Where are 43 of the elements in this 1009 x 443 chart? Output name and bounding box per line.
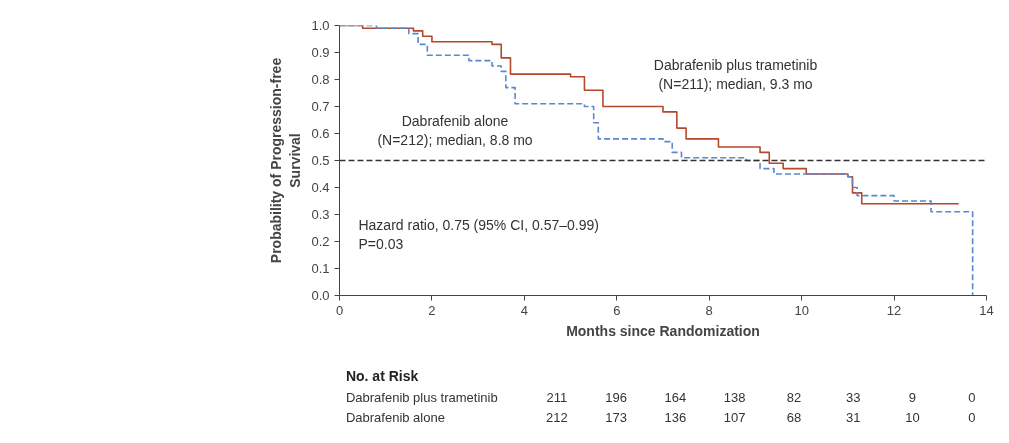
text: 82 [786,390,802,406]
y-axis-title: Probability of Progression-free Survival [268,57,304,264]
x-tick-label: 0 [335,302,344,318]
text: 33 [845,390,861,406]
y-tick-label: 0.1 [311,261,330,276]
text: 164 [664,390,687,406]
series-label: Dabrafenib alone (N=212); median, 8.8 mo [377,113,533,149]
text: 0 [968,390,976,406]
x-tick-label: 14 [979,302,994,318]
series-label: Dabrafenib plus trametinib (N=211); median, 9.3 mo [653,56,818,92]
text: 211 [546,390,568,406]
y-tick-label: 0.5 [311,153,330,168]
y-tick-label: 0.3 [311,207,330,222]
x-tick-label: 6 [613,302,621,318]
x-tick-label: 4 [520,302,528,318]
y-tick-label: 0.9 [311,45,330,60]
text: 173 [605,410,627,426]
text: 0 [968,410,976,426]
y-tick-label: 0.4 [311,180,330,195]
y-tick-label: 0.7 [311,99,330,114]
y-tick-label: 0.2 [311,234,330,249]
text: 196 [605,390,627,406]
x-tick-label: 12 [886,302,902,318]
text: 136 [664,410,687,426]
text: 107 [723,410,746,426]
text: 10 [905,410,920,426]
x-tick-label: 10 [794,302,809,318]
y-tick-label: 1.0 [311,18,330,33]
text: Dabrafenib plus trametinib [345,390,498,406]
text: 212 [546,410,568,426]
x-axis-title: Months since Randomization [566,322,760,339]
y-tick-label: 0.6 [311,126,330,141]
text: 9 [908,390,917,406]
text: No. at Risk [345,368,419,385]
text: Dabrafenib alone [345,410,445,426]
annotation: Hazard ratio, 0.75 (95% CI, 0.57–0.99) P=0.03 [358,217,599,253]
text: 68 [786,410,802,426]
y-tick-label: 0.8 [311,72,330,87]
x-tick-label: 2 [428,302,436,318]
text: 31 [845,410,861,426]
text: 138 [723,390,746,406]
y-tick-label: 0.0 [311,288,330,303]
x-tick-label: 8 [705,302,713,318]
